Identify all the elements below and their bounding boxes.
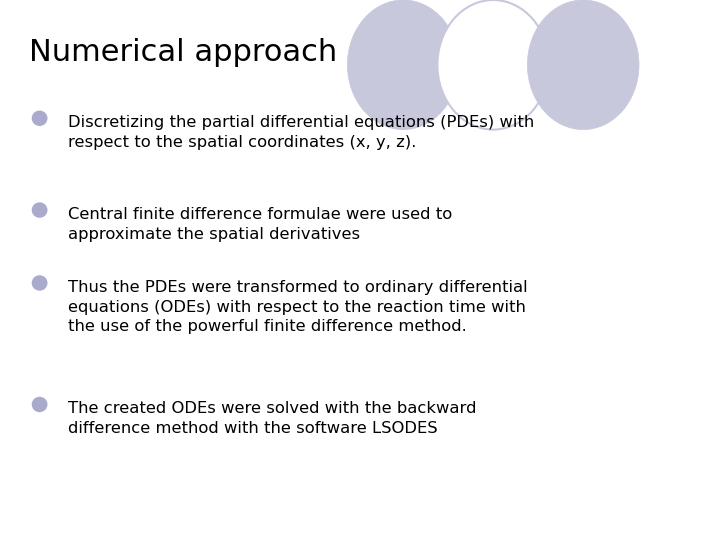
Ellipse shape [32,397,47,411]
Ellipse shape [32,276,47,290]
Text: Central finite difference formulae were used to
approximate the spatial derivati: Central finite difference formulae were … [68,207,453,241]
Ellipse shape [32,203,47,217]
Text: The created ODEs were solved with the backward
difference method with the softwa: The created ODEs were solved with the ba… [68,401,477,436]
Ellipse shape [348,0,459,130]
Text: Discretizing the partial differential equations (PDEs) with
respect to the spati: Discretizing the partial differential eq… [68,115,535,150]
Ellipse shape [438,0,549,130]
Ellipse shape [32,111,47,125]
Text: Thus the PDEs were transformed to ordinary differential
equations (ODEs) with re: Thus the PDEs were transformed to ordina… [68,280,528,334]
Text: Numerical approach: Numerical approach [29,38,337,67]
Ellipse shape [528,0,639,130]
